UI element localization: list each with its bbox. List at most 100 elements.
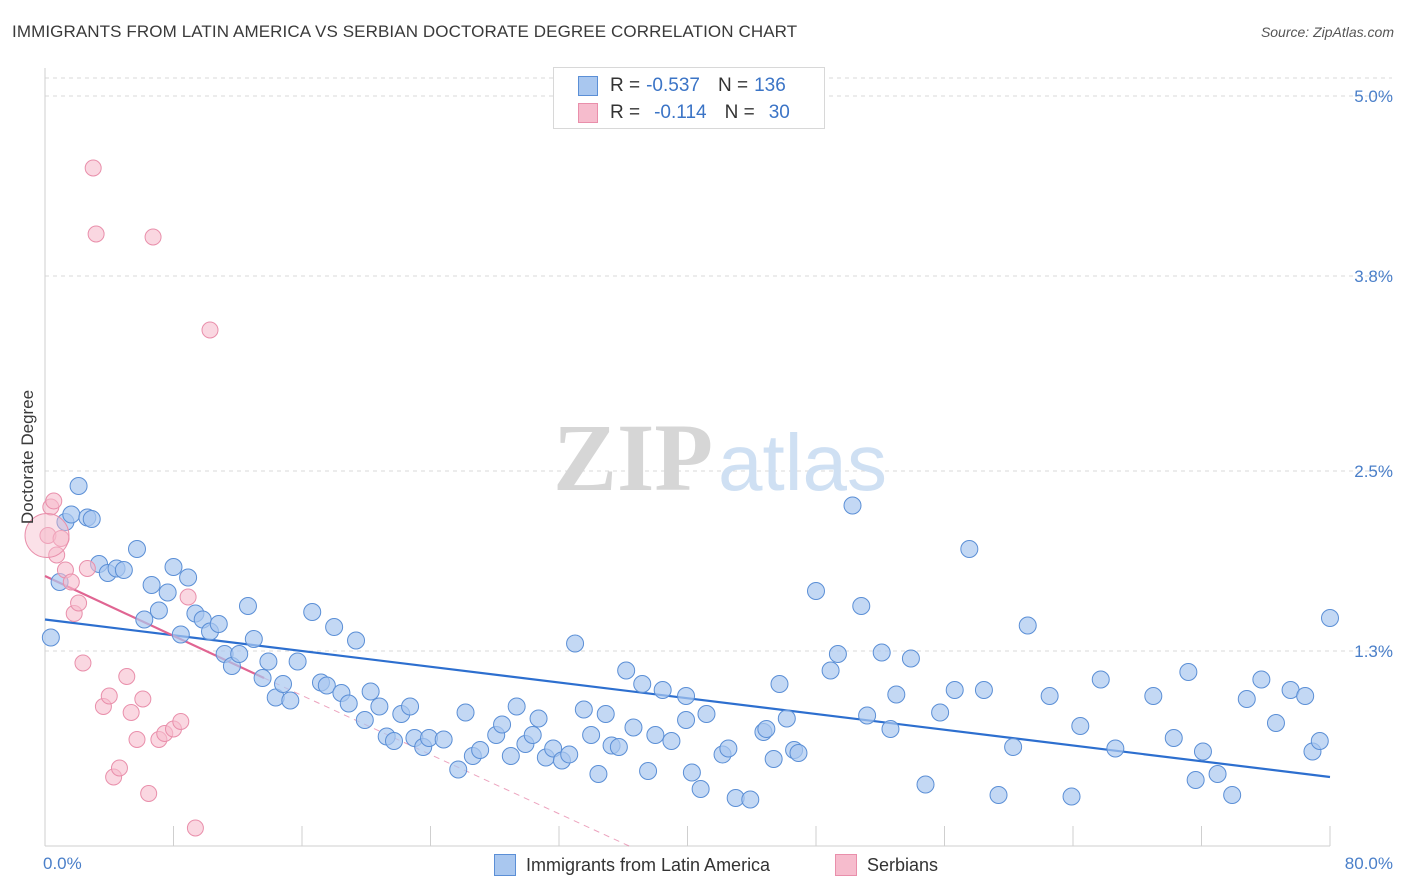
latin-america-point — [529, 709, 548, 728]
latin-america-point — [259, 652, 278, 671]
bottom-legend-label: Immigrants from Latin America — [526, 854, 771, 875]
latin-america-point — [1164, 729, 1183, 747]
serbians-point — [87, 225, 105, 243]
latin-america-point — [1062, 787, 1081, 806]
source-label: Source: ZipAtlas.com — [1260, 24, 1394, 40]
latin-america-point — [596, 705, 615, 723]
latin-america-point — [617, 661, 636, 680]
serbians-point — [179, 588, 197, 606]
legend-n-value: 30 — [768, 102, 790, 123]
latin-america-point — [858, 706, 877, 725]
latin-america-point — [916, 775, 935, 794]
y-tick-label: 5.0% — [1354, 87, 1393, 106]
serbians-point — [100, 687, 118, 705]
latin-america-point — [1310, 732, 1329, 750]
serbians-point — [70, 594, 88, 612]
latin-america-point — [828, 645, 847, 663]
legend-swatch-blue — [578, 76, 598, 96]
ticks-layer: 1.3% 2.5% 3.8% 5.0% — [1354, 87, 1393, 661]
x-tick-label-min: 0.0% — [43, 854, 82, 873]
latin-america-point — [777, 709, 796, 728]
latin-america-point — [142, 576, 161, 594]
latin-america-point — [764, 750, 783, 768]
latin-america-point — [158, 583, 177, 602]
latin-america-point — [114, 561, 133, 579]
latin-america-point — [974, 681, 993, 699]
trend-layer — [44, 575, 1331, 847]
y-axis-label: Doctorate Degree — [18, 390, 37, 524]
serbians-point — [110, 759, 128, 777]
latin-america-point — [662, 732, 681, 750]
serbians-point — [84, 159, 102, 177]
latin-america-point — [1193, 742, 1212, 761]
latin-america-point — [164, 558, 183, 576]
latin-america-point — [274, 675, 293, 693]
latin-america-point — [789, 744, 808, 762]
latin-america-point — [1179, 663, 1198, 681]
legend-row-latin-america: R = -0.537 N = 136 — [578, 73, 786, 99]
serbians-point — [201, 321, 219, 339]
latin-america-point — [741, 790, 760, 809]
latin-america-point — [1091, 670, 1110, 689]
y-tick-label: 2.5% — [1354, 462, 1393, 481]
latin-america-point — [931, 703, 950, 722]
legend-n-label: N = — [717, 75, 749, 96]
latin-america-point — [135, 610, 154, 629]
latin-america-point — [230, 645, 249, 663]
latin-america-point — [574, 700, 593, 719]
latin-america-point — [872, 643, 891, 662]
latin-america-point — [456, 703, 475, 722]
serbians-point — [134, 690, 152, 708]
latin-america-point — [757, 720, 776, 738]
latin-america-point — [1223, 786, 1242, 804]
latin-america-point — [41, 628, 60, 647]
legend-r-value: -0.537 — [646, 75, 700, 96]
latin-america-point — [361, 682, 380, 701]
latin-america-point — [281, 691, 300, 710]
serbians-point — [122, 704, 140, 721]
serbians-point-large — [24, 513, 70, 558]
latin-america-point — [945, 681, 964, 699]
latin-america-point — [589, 765, 608, 783]
latin-america-point — [317, 676, 336, 695]
latin-america-point — [770, 675, 789, 693]
latin-america-point — [821, 661, 840, 680]
latin-america-point — [347, 631, 366, 650]
latin-america-point — [370, 697, 389, 716]
latin-america-point — [1040, 687, 1059, 705]
latin-america-point — [843, 496, 862, 515]
serbians-point — [45, 492, 63, 510]
latin-america-point — [560, 745, 579, 764]
chart-title: IMMIGRANTS FROM LATIN AMERICA VS SERBIAN… — [12, 22, 798, 41]
legend-n-value: 136 — [754, 75, 786, 96]
latin-america-point — [303, 603, 322, 621]
latin-america-point — [244, 630, 263, 648]
x-tick-label-max: 80.0% — [1345, 854, 1393, 873]
latin-america-point — [507, 697, 526, 716]
latin-america-point — [852, 597, 871, 615]
latin-america-point — [149, 601, 168, 620]
latin-america-point — [1237, 690, 1256, 708]
points-layer — [24, 159, 1339, 837]
correlation-legend: R = -0.537 N = 136 R = -0.114 N = 30 — [553, 67, 825, 129]
watermark-zip: ZIP — [553, 404, 713, 511]
latin-america-point — [1296, 687, 1315, 705]
latin-america-point — [677, 687, 696, 705]
legend-row-serbians: R = -0.114 N = 30 — [578, 100, 790, 126]
latin-america-point — [633, 675, 652, 693]
latin-america-point — [339, 694, 358, 713]
serbians-point — [128, 731, 146, 748]
y-tick-label: 3.8% — [1354, 267, 1393, 286]
bottom-legend-swatch-pink — [835, 854, 857, 876]
latin-america-point — [1144, 687, 1163, 705]
latin-america-point — [697, 705, 716, 723]
latin-america-point — [1071, 717, 1090, 735]
latin-america-point — [566, 634, 585, 653]
latin-america-point — [1106, 739, 1125, 758]
latin-america-point — [677, 711, 696, 729]
serbians-point — [186, 819, 204, 837]
legend-r-label: R = — [610, 102, 641, 123]
latin-america-point — [471, 741, 490, 759]
bottom-legend-latin-america: Immigrants from Latin America — [494, 852, 770, 878]
latin-america-point — [82, 510, 101, 528]
